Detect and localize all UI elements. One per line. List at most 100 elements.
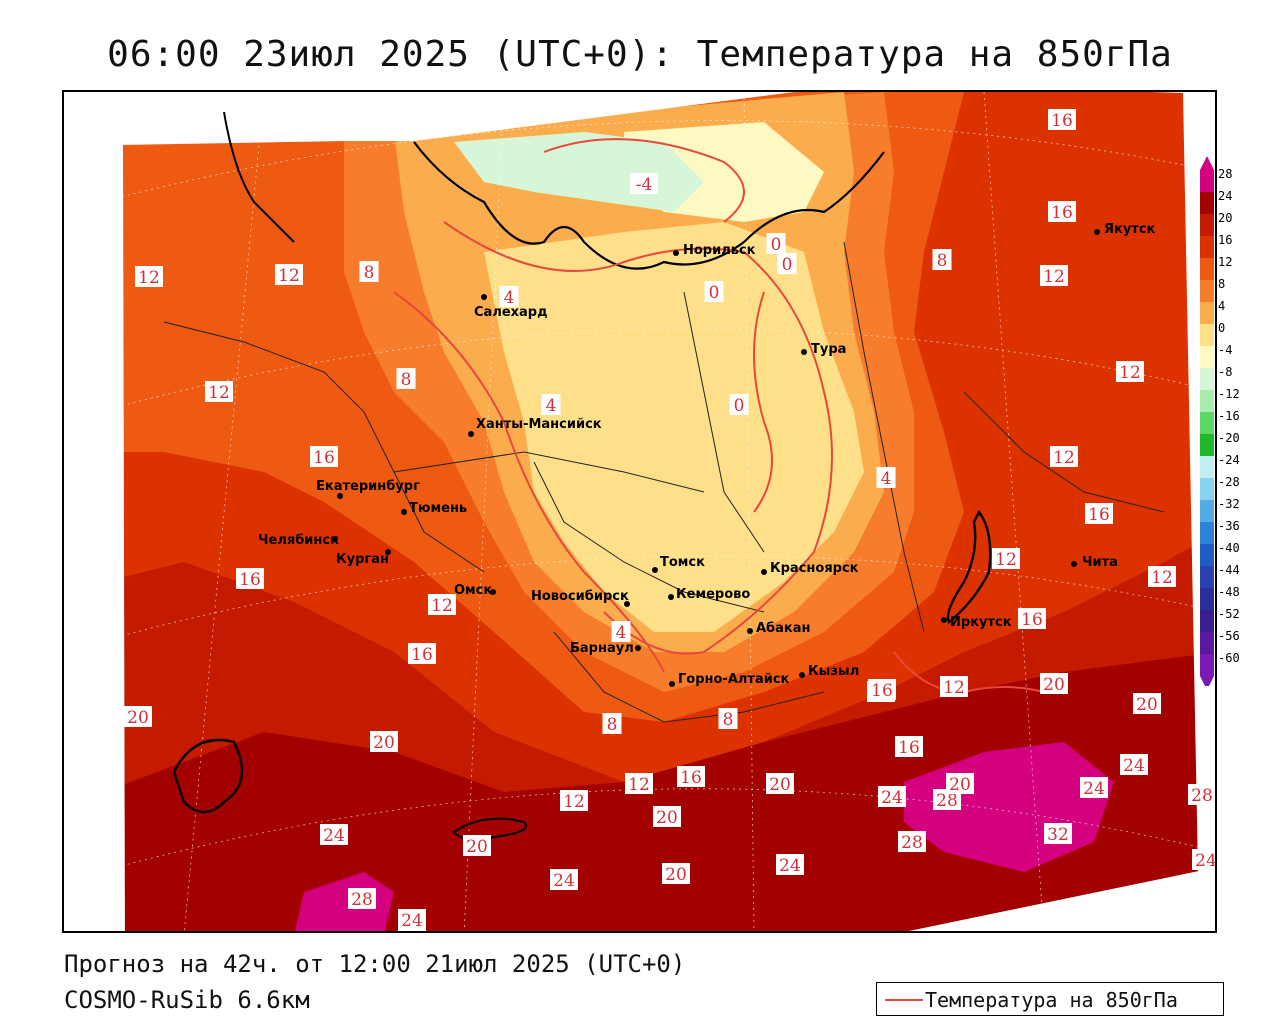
svg-text:Новосибирск: Новосибирск bbox=[531, 589, 629, 604]
city-chelyabinsk: Челябинск bbox=[258, 533, 339, 548]
city-kurgan: Курган bbox=[336, 549, 391, 567]
isotherm-label: 12 bbox=[1148, 566, 1176, 588]
isotherm-label: 12 bbox=[275, 264, 303, 286]
colorbar-swatch bbox=[1200, 258, 1214, 280]
isotherm-label: 28 bbox=[348, 888, 376, 910]
caspian-sea bbox=[172, 738, 244, 814]
isotherm-label: 20 bbox=[1040, 673, 1068, 695]
svg-text:Тура: Тура bbox=[811, 342, 846, 357]
isotherm-label: 16 bbox=[310, 446, 338, 468]
svg-text:24: 24 bbox=[1123, 756, 1145, 776]
map-canvas: Якутск Норильск Салехард Тура Ханты-Манс… bbox=[64, 92, 1215, 931]
svg-text:Кызыл: Кызыл bbox=[808, 664, 859, 679]
isotherm-label: 24 bbox=[398, 909, 426, 931]
isotherm-label: 12 bbox=[1040, 265, 1068, 287]
isotherm-label: 0 bbox=[704, 281, 724, 303]
svg-text:16: 16 bbox=[313, 448, 335, 468]
isotherm-label: 16 bbox=[1048, 109, 1076, 131]
colorbar-tick-label: 16 bbox=[1218, 233, 1232, 247]
svg-text:Чита: Чита bbox=[1082, 555, 1118, 570]
svg-text:12: 12 bbox=[431, 596, 453, 616]
svg-text:4: 4 bbox=[616, 623, 627, 643]
svg-text:28: 28 bbox=[1191, 786, 1213, 806]
graticule bbox=[64, 92, 1215, 931]
map-title: 06:00 23июл 2025 (UTC+0): Температура на… bbox=[107, 34, 1173, 75]
city-yakutsk: Якутск bbox=[1094, 222, 1156, 237]
isotherm-label: 20 bbox=[662, 863, 690, 885]
temperature-map[interactable]: Якутск Норильск Салехард Тура Ханты-Манс… bbox=[62, 90, 1217, 933]
isotherm-label: 8 bbox=[602, 713, 622, 735]
city-novosibirsk: Новосибирск bbox=[531, 589, 630, 607]
colorbar-swatch bbox=[1200, 654, 1214, 676]
colorbar-tick-label: -4 bbox=[1218, 343, 1232, 357]
colorbar-tick-label: -24 bbox=[1218, 453, 1240, 467]
colorbar-swatch bbox=[1200, 236, 1214, 258]
city-gorno-altaysk: Горно-Алтайск bbox=[669, 672, 790, 687]
colorbar-tick-label: 0 bbox=[1218, 321, 1225, 335]
colorbar-swatch bbox=[1200, 478, 1214, 500]
svg-text:24: 24 bbox=[553, 871, 575, 891]
colorbar-tick-label: 12 bbox=[1218, 255, 1232, 269]
colorbar-tick-label: -52 bbox=[1218, 607, 1240, 621]
svg-text:24: 24 bbox=[881, 788, 903, 808]
isotherm-label: 20 bbox=[370, 731, 398, 753]
svg-text:16: 16 bbox=[1051, 111, 1073, 131]
colorbar-min-arrow bbox=[1200, 676, 1214, 686]
isotherm-label: 12 bbox=[625, 773, 653, 795]
colorbar-tick-label: -12 bbox=[1218, 387, 1240, 401]
colorbar-tick-label: 24 bbox=[1218, 189, 1232, 203]
temperature-colorbar: 28 24 20 16 12 8 4 0 -4 -8 -12 -16 -20 -24 -28 -32 -36 -4… bbox=[1200, 156, 1240, 686]
svg-text:20: 20 bbox=[949, 775, 971, 795]
svg-text:24: 24 bbox=[1083, 779, 1105, 799]
isotherm-label: 12 bbox=[205, 381, 233, 403]
isotherm-label: 0 bbox=[729, 394, 749, 416]
svg-text:Омск: Омск bbox=[454, 583, 492, 598]
isotherm-label: 32 bbox=[1044, 823, 1072, 845]
city-salekhard: Салехард bbox=[474, 294, 548, 320]
colorbar-tick-label: -16 bbox=[1218, 409, 1240, 423]
colorbar-swatch bbox=[1200, 610, 1214, 632]
isotherm-label: 20 bbox=[124, 706, 152, 728]
city-kemerovo: Кемерово bbox=[668, 587, 750, 602]
svg-text:Горно-Алтайск: Горно-Алтайск bbox=[678, 672, 790, 687]
svg-text:Абакан: Абакан bbox=[756, 621, 811, 636]
isotherm-label: 20 bbox=[653, 806, 681, 828]
svg-text:20: 20 bbox=[466, 837, 488, 857]
legend-label: Температура на 850гПа bbox=[925, 988, 1178, 1012]
svg-text:0: 0 bbox=[734, 396, 745, 416]
svg-text:16: 16 bbox=[680, 768, 702, 788]
isotherm-label: 4 bbox=[876, 467, 896, 489]
model-name: COSMO-RuSib 6.6км bbox=[64, 986, 310, 1014]
colorbar-tick-label: -36 bbox=[1218, 519, 1240, 533]
city-krasnoyarsk: Красноярск bbox=[761, 561, 859, 576]
svg-text:12: 12 bbox=[1151, 568, 1173, 588]
svg-text:8: 8 bbox=[937, 251, 948, 271]
svg-text:16: 16 bbox=[411, 645, 433, 665]
svg-text:-4: -4 bbox=[636, 175, 653, 195]
lake-baikal bbox=[946, 509, 992, 624]
svg-text:20: 20 bbox=[769, 775, 791, 795]
isotherm-label: 16 bbox=[408, 643, 436, 665]
svg-text:20: 20 bbox=[373, 733, 395, 753]
colorbar-swatch bbox=[1200, 544, 1214, 566]
region-borders bbox=[163, 241, 1165, 723]
isotherm-label: 24 bbox=[1120, 754, 1148, 776]
city-kyzyl: Кызыл bbox=[799, 664, 859, 679]
isotherm-label: 8 bbox=[396, 368, 416, 390]
svg-text:12: 12 bbox=[278, 266, 300, 286]
svg-text:16: 16 bbox=[239, 570, 261, 590]
city-irkutsk: Иркутск bbox=[941, 615, 1012, 630]
svg-text:20: 20 bbox=[1136, 695, 1158, 715]
svg-text:16: 16 bbox=[898, 738, 920, 758]
coastline-white-sea bbox=[223, 111, 295, 243]
svg-text:28: 28 bbox=[351, 890, 373, 910]
svg-text:Салехард: Салехард bbox=[474, 305, 548, 320]
city-khanty-mansiysk: Ханты-Мансийск bbox=[468, 417, 602, 437]
colorbar-swatch bbox=[1200, 346, 1214, 368]
svg-text:8: 8 bbox=[723, 710, 734, 730]
isotherm-label: 24 bbox=[1080, 777, 1108, 799]
colorbar-tick-label: 20 bbox=[1218, 211, 1232, 225]
isotherm-label: 16 bbox=[1018, 608, 1046, 630]
isotherm-label: 20 bbox=[946, 773, 974, 795]
svg-text:16: 16 bbox=[871, 681, 893, 701]
